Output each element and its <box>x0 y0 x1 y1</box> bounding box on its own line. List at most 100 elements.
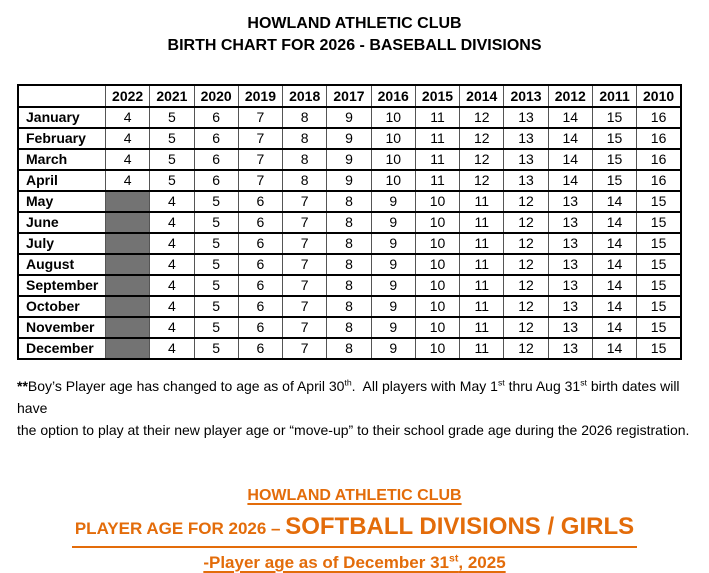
age-cell: 4 <box>149 190 195 213</box>
header-row: 2022 2021 2020 2019 2018 2017 2016 2015 2014 2013… <box>17 84 682 108</box>
table-row: October 4 5 6 7 8 9 10 11 12 13 14 15 <box>17 295 682 318</box>
age-cell: 7 <box>282 337 328 360</box>
age-cell: 10 <box>414 295 461 318</box>
age-cell: 14 <box>591 211 638 234</box>
age-cell: 12 <box>503 316 549 339</box>
age-cell: 12 <box>459 169 505 192</box>
age-cell: 5 <box>193 295 239 318</box>
age-cell: 15 <box>591 148 638 171</box>
age-cell: 9 <box>326 148 372 171</box>
age-cell: 11 <box>459 253 505 276</box>
age-cell: 15 <box>636 232 682 255</box>
age-cell: 7 <box>282 190 328 213</box>
age-cell: 15 <box>636 274 682 297</box>
text-segment: PLAYER AGE FOR 2026 – <box>74 519 286 538</box>
age-cell: 11 <box>414 148 461 171</box>
age-cell: 4 <box>104 127 151 150</box>
age-cell: 4 <box>104 169 151 192</box>
age-cell: 9 <box>370 232 416 255</box>
age-cell: 14 <box>547 148 593 171</box>
month-label: January <box>17 106 106 129</box>
age-cell: 14 <box>547 169 593 192</box>
age-cell: 5 <box>149 106 195 129</box>
age-cell: 13 <box>503 106 549 129</box>
month-label: April <box>17 169 106 192</box>
age-cell: 5 <box>193 316 239 339</box>
age-cell: 9 <box>326 106 372 129</box>
age-cell: 14 <box>547 127 593 150</box>
age-cell: 15 <box>636 316 682 339</box>
age-cell: 8 <box>326 295 372 318</box>
age-cell: 13 <box>547 295 593 318</box>
age-cell: 12 <box>503 274 549 297</box>
age-cell: 6 <box>237 190 284 213</box>
age-cell: 6 <box>237 316 284 339</box>
age-cell: 7 <box>282 253 328 276</box>
shaded-cell <box>104 274 151 297</box>
age-cell: 4 <box>104 106 151 129</box>
age-cell: 10 <box>414 337 461 360</box>
age-cell: 5 <box>193 274 239 297</box>
age-cell: 16 <box>636 148 682 171</box>
age-cell: 11 <box>459 274 505 297</box>
table-body: January 4 5 6 7 8 9 10 11 12 13 14 15 16 February 4 5 6 7 8… <box>17 106 682 360</box>
age-cell: 11 <box>459 316 505 339</box>
month-column-header <box>17 84 106 108</box>
softball-section: HOWLAND ATHLETIC CLUB PLAYER AGE FOR 202… <box>0 487 709 573</box>
shaded-cell <box>104 211 151 234</box>
age-cell: 14 <box>591 253 638 276</box>
year-column-header: 2021 <box>149 84 195 108</box>
age-cell: 5 <box>193 211 239 234</box>
age-cell: 11 <box>459 190 505 213</box>
age-cell: 4 <box>149 232 195 255</box>
age-cell: 12 <box>503 190 549 213</box>
table-row: April 4 5 6 7 8 9 10 11 12 13 14 15 16 <box>17 169 682 192</box>
age-cell: 10 <box>370 148 416 171</box>
age-cell: 9 <box>370 253 416 276</box>
age-cell: 12 <box>503 211 549 234</box>
age-cell: 15 <box>636 337 682 360</box>
year-column-header: 2011 <box>591 84 638 108</box>
age-cell: 7 <box>237 127 284 150</box>
age-cell: 6 <box>237 232 284 255</box>
age-cell: 13 <box>503 148 549 171</box>
age-cell: 5 <box>193 190 239 213</box>
year-column-header: 2018 <box>282 84 328 108</box>
table-row: February 4 5 6 7 8 9 10 11 12 13 14 15 16 <box>17 127 682 150</box>
age-cell: 11 <box>459 211 505 234</box>
softball-heading-row: PLAYER AGE FOR 2026 – SOFTBALL DIVISIONS… <box>0 512 709 548</box>
month-label: September <box>17 274 106 297</box>
age-cell: 5 <box>193 337 239 360</box>
age-cell: 6 <box>237 211 284 234</box>
age-cell: 13 <box>547 337 593 360</box>
age-cell: 12 <box>459 148 505 171</box>
month-label: May <box>17 190 106 213</box>
age-cell: 11 <box>459 232 505 255</box>
age-cell: 9 <box>326 127 372 150</box>
age-cell: 6 <box>193 169 239 192</box>
age-cell: 7 <box>237 106 284 129</box>
month-label: February <box>17 127 106 150</box>
superscript-text: st <box>497 377 505 388</box>
age-cell: 13 <box>547 190 593 213</box>
footnote-line: **Boy’s Player age has changed to age as… <box>17 375 703 419</box>
month-label: October <box>17 295 106 318</box>
year-column-header: 2014 <box>459 84 505 108</box>
table-row: January 4 5 6 7 8 9 10 11 12 13 14 15 16 <box>17 106 682 129</box>
softball-heading: PLAYER AGE FOR 2026 – SOFTBALL DIVISIONS… <box>71 512 638 548</box>
text-segment: SOFTBALL DIVISIONS / GIRLS <box>285 513 635 540</box>
age-cell: 6 <box>193 148 239 171</box>
shaded-cell <box>104 232 151 255</box>
age-cell: 15 <box>591 127 638 150</box>
age-cell: 10 <box>370 106 416 129</box>
document-title: HOWLAND ATHLETIC CLUB BIRTH CHART FOR 20… <box>0 0 709 57</box>
age-cell: 5 <box>193 253 239 276</box>
age-cell: 8 <box>282 127 328 150</box>
year-column-header: 2010 <box>636 84 682 108</box>
age-cell: 7 <box>237 148 284 171</box>
age-cell: 14 <box>591 232 638 255</box>
age-cell: 15 <box>636 295 682 318</box>
age-cell: 8 <box>326 316 372 339</box>
footnote-line: the option to play at their new player a… <box>17 419 703 441</box>
